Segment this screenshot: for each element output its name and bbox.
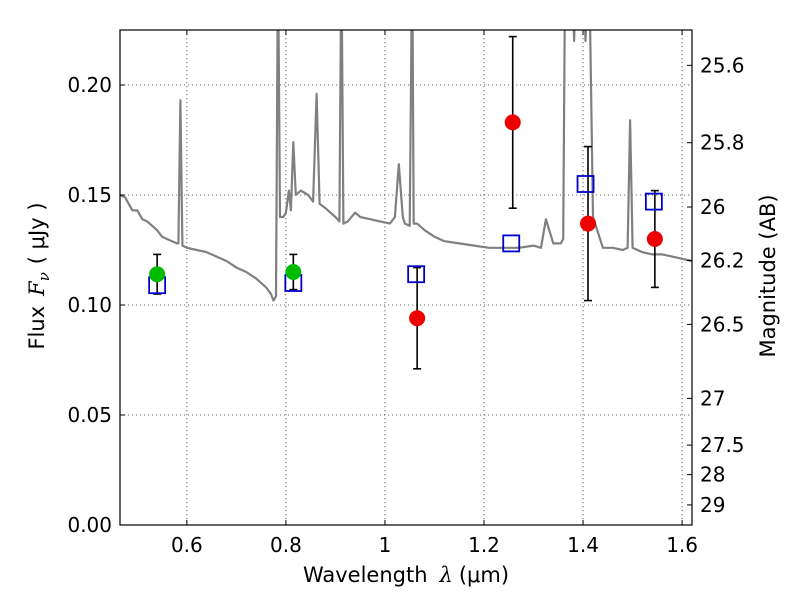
y2-tick-label: 27.5 [700,433,745,457]
y2-tick-label: 26 [700,195,725,219]
observed-point [149,266,166,283]
marker-layer [148,35,663,370]
y2-tick-label: 29 [700,493,725,517]
model-band-square [644,192,663,211]
observed-point [504,114,521,131]
model-band-square [407,265,426,284]
model-band-square [502,234,521,253]
observed-point [409,310,426,327]
y2-tick-label: 25.8 [700,131,745,155]
y-axis-label: FluxFν( μJy ) [25,202,53,349]
y2-tick-label: 28 [700,463,725,487]
plot-area [120,30,692,302]
x-tick-label: 0.8 [270,533,302,557]
y-tick-label: 0.05 [67,403,112,427]
x-tick-label: 1.4 [567,533,599,557]
x-tick-label: 0.6 [171,533,203,557]
observed-point [580,215,596,232]
y2-tick-label: 25.6 [700,53,745,77]
x-axis-label: Wavelength λ (μm) [303,563,509,587]
grid-layer [120,30,692,525]
x-tick-label: 1.2 [468,533,500,557]
y-tick-label: 0.15 [67,183,112,207]
y2-tick-label: 27 [700,386,725,410]
y2-axis-label: Magnitude (AB) [756,194,780,357]
x-tick-label: 1 [379,533,392,557]
model-spectrum-line [120,30,692,302]
observed-point [646,231,663,247]
y-tick-label: 0.20 [67,73,112,97]
tick-layer: 0.6 0.8 1 1.2 1.4 1.6 0.00 0.05 0.10 0.15 0.20 25.6… [67,30,745,557]
y-tick-label: 0.00 [67,513,112,537]
y-tick-label: 0.10 [67,293,112,317]
x-tick-label: 1.6 [666,533,698,557]
y2-tick-label: 26.5 [700,312,745,336]
y2-tick-label: 26.2 [700,249,745,273]
observed-point [285,264,302,280]
plot-frame [119,29,693,526]
model-band-square [576,175,595,193]
